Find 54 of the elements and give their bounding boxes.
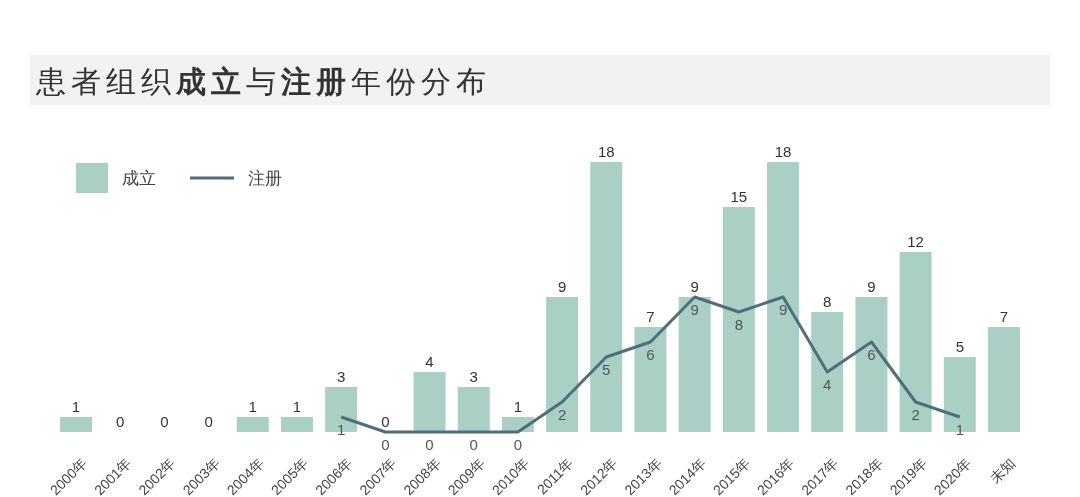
legend-label: 成立 xyxy=(122,169,156,188)
data-label: 1 xyxy=(513,398,523,415)
data-label: 0 xyxy=(116,413,125,430)
data-label: 0 xyxy=(381,436,390,453)
bar xyxy=(546,297,579,432)
data-label: 3 xyxy=(336,368,346,385)
bar xyxy=(811,312,844,432)
data-label: 4 xyxy=(425,353,434,370)
data-label: 2 xyxy=(911,406,920,423)
chart-title: 患者组织成立与注册年份分布 xyxy=(35,65,491,98)
data-label: 0 xyxy=(425,436,434,453)
data-label: 6 xyxy=(646,346,655,363)
data-label: 7 xyxy=(999,308,1009,325)
bar xyxy=(678,297,711,432)
bar xyxy=(590,162,623,432)
data-label: 18 xyxy=(774,143,792,160)
bar xyxy=(899,252,932,432)
data-label: 0 xyxy=(513,436,523,453)
data-label: 9 xyxy=(778,301,788,318)
bar xyxy=(988,327,1020,432)
bar xyxy=(634,327,667,432)
data-label: 8 xyxy=(734,316,744,333)
data-label: 7 xyxy=(646,308,655,325)
bar xyxy=(280,417,313,432)
data-label: 0 xyxy=(381,413,390,430)
data-label: 8 xyxy=(823,293,832,310)
data-label: 0 xyxy=(469,436,478,453)
data-label: 2 xyxy=(557,406,567,423)
data-label: 1 xyxy=(71,398,81,415)
data-label: 5 xyxy=(955,338,964,355)
data-label: 18 xyxy=(597,143,615,160)
data-label: 0 xyxy=(160,413,169,430)
legend-label: 注册 xyxy=(248,169,282,188)
bar xyxy=(457,387,490,432)
data-label: 0 xyxy=(204,413,213,430)
data-label: 15 xyxy=(730,188,748,205)
data-label: 1 xyxy=(292,398,302,415)
data-label: 9 xyxy=(867,278,876,295)
bar xyxy=(855,297,888,432)
bar xyxy=(767,162,800,432)
data-label: 4 xyxy=(823,376,832,393)
data-label: 9 xyxy=(690,278,699,295)
data-label: 3 xyxy=(469,368,478,385)
bar xyxy=(722,207,755,432)
bar xyxy=(236,417,269,432)
data-label: 1 xyxy=(248,398,257,415)
data-label: 6 xyxy=(867,346,876,363)
data-label: 5 xyxy=(602,361,611,378)
bar xyxy=(413,372,446,432)
data-label: 9 xyxy=(557,278,567,295)
bar xyxy=(60,417,92,432)
x-tick-label: 未知 xyxy=(987,454,1019,486)
data-label: 12 xyxy=(907,233,924,250)
data-label: 9 xyxy=(690,301,699,318)
